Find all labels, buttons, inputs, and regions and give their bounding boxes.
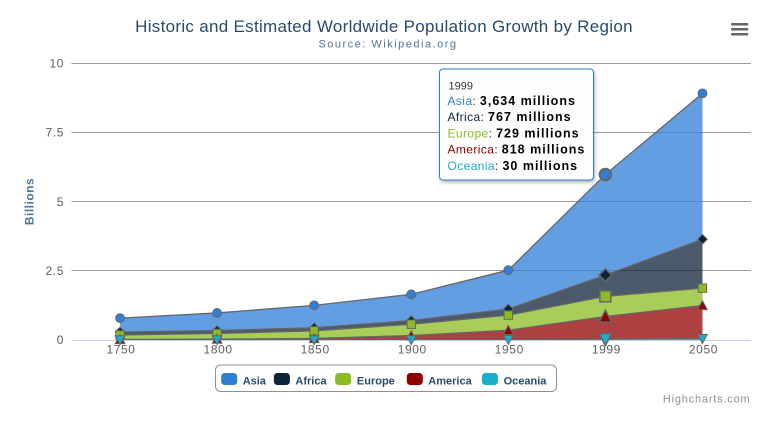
svg-text:Source: Wikipedia.org: Source: Wikipedia.org [318,39,457,51]
svg-text:Asia: 3,634 millions: Asia: 3,634 millions [448,94,576,108]
svg-text:Europe: 729 millions: Europe: 729 millions [448,126,580,140]
svg-text:1800: 1800 [204,343,233,357]
svg-text:2050: 2050 [689,343,718,357]
svg-text:Historic and Estimated Worldwi: Historic and Estimated Worldwide Populat… [135,17,633,36]
svg-text:2.5: 2.5 [46,264,64,278]
svg-text:Africa: Africa [295,376,327,388]
svg-text:1850: 1850 [301,343,330,357]
svg-text:10: 10 [49,56,64,70]
svg-text:1950: 1950 [495,343,524,357]
svg-text:1750: 1750 [106,343,135,357]
svg-text:5: 5 [57,195,64,209]
svg-text:America: 818 millions: America: 818 millions [448,143,586,157]
svg-text:1999: 1999 [449,80,473,92]
svg-text:0: 0 [57,333,64,347]
svg-text:7.5: 7.5 [46,126,64,140]
svg-text:1999: 1999 [592,343,621,357]
svg-text:1900: 1900 [398,343,427,357]
svg-text:Africa: 767 millions: Africa: 767 millions [448,110,572,124]
svg-text:Highcharts.com: Highcharts.com [663,393,751,405]
svg-text:Billions: Billions [22,178,36,225]
svg-text:Oceania: 30 millions: Oceania: 30 millions [448,159,579,173]
svg-text:Oceania: Oceania [504,376,548,388]
svg-text:Asia: Asia [243,376,267,388]
svg-text:America: America [428,376,472,388]
svg-text:Europe: Europe [357,376,395,388]
